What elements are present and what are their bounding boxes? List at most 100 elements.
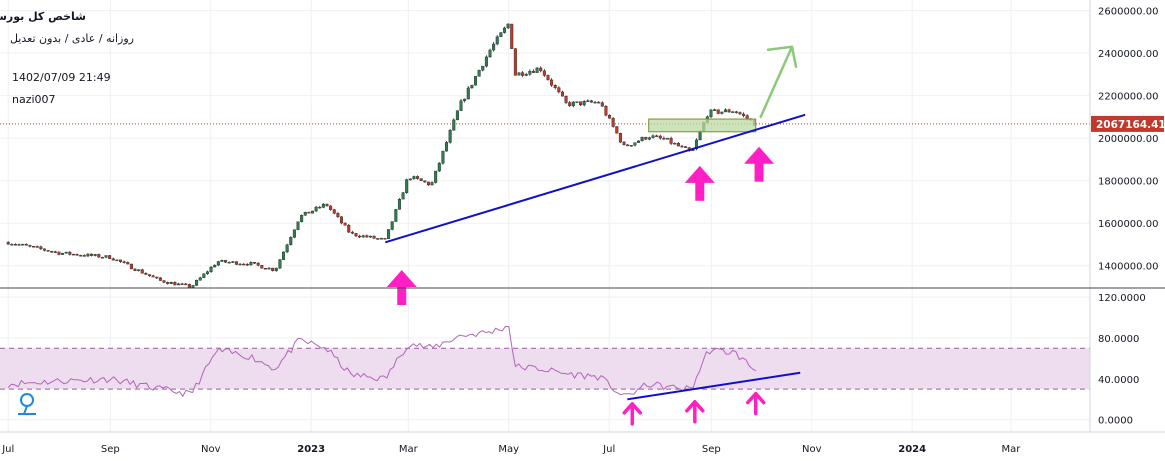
candle [723,109,727,113]
candle [546,75,550,81]
candle [86,253,90,257]
candle [513,48,517,76]
rsi-axis-label: 40.0000 [1098,375,1139,386]
candle [383,238,387,240]
candle [589,100,593,103]
candle [615,126,619,134]
candle [119,259,123,262]
candle [600,102,604,107]
candle [379,238,383,240]
candle [597,101,601,104]
candle [176,283,180,286]
candle [238,263,242,266]
candle [738,112,742,115]
candle [209,266,213,272]
candle [481,65,485,71]
candle [488,49,492,58]
candle [325,203,329,207]
candle [202,273,206,278]
candle [93,254,97,256]
candle [372,235,376,239]
candle [716,109,720,114]
candle [307,211,311,214]
candle [213,264,217,268]
candle [227,261,231,264]
candle [300,215,304,222]
candle [528,71,532,75]
candle [579,101,583,106]
candle [629,145,633,147]
candle [405,179,409,193]
price-axis-label: 1800000.00 [1098,177,1158,188]
candle [709,109,713,118]
candle [75,253,79,256]
pink-up-arrow [684,165,715,201]
candle [745,115,749,119]
candle [28,245,32,247]
candle [191,285,195,288]
candle [21,243,25,246]
candle [35,246,39,248]
candle [82,255,86,257]
candle [144,273,148,275]
candle [437,162,441,172]
price-axis-label: 2000000.00 [1098,134,1158,145]
candle [644,136,648,140]
rsi-axis-label: 0.0000 [1098,416,1133,427]
time-axis-label: Jul [1,444,14,455]
candle [586,100,590,102]
candle [535,67,539,73]
candle [13,244,17,246]
candle [50,251,54,253]
candle [474,76,478,86]
candle [658,135,662,139]
candle [140,269,144,274]
candle [633,142,637,146]
candle [274,267,278,271]
candle [651,135,655,138]
candle [347,224,351,233]
candle [256,262,260,266]
candle [647,137,651,140]
time-axis-label: Sep [702,444,721,455]
candle [622,141,626,146]
candle [151,275,155,278]
candle [285,244,289,253]
candle [582,101,586,106]
candle [713,109,717,111]
pink-up-arrow [386,269,417,305]
rsi-band-fill [0,348,1090,390]
candle [539,67,543,72]
candle [484,56,488,67]
candle [423,180,427,183]
candle [731,111,735,113]
candle [368,235,372,238]
candle [111,258,115,261]
candle [329,205,333,210]
candle [195,280,199,286]
candle [350,231,354,234]
candle [673,143,677,145]
candle [68,251,72,255]
candle [408,178,412,181]
candle [263,268,267,270]
drawing-annotations[interactable] [384,45,806,426]
candle [71,253,75,256]
chart-datetime: 1402/07/09 21:49 [12,71,111,84]
candle [466,87,470,100]
candle [361,235,365,238]
candle [158,277,162,281]
rsi-series [7,325,757,398]
candle [162,280,166,283]
candle [79,255,83,257]
candle [122,261,126,263]
candle [434,170,438,183]
pink-small-up-arrow [746,391,766,416]
indicator-logo-icon[interactable] [18,393,36,415]
candle [416,176,420,179]
candle [267,267,271,270]
time-axis-label: 2023 [297,444,325,455]
